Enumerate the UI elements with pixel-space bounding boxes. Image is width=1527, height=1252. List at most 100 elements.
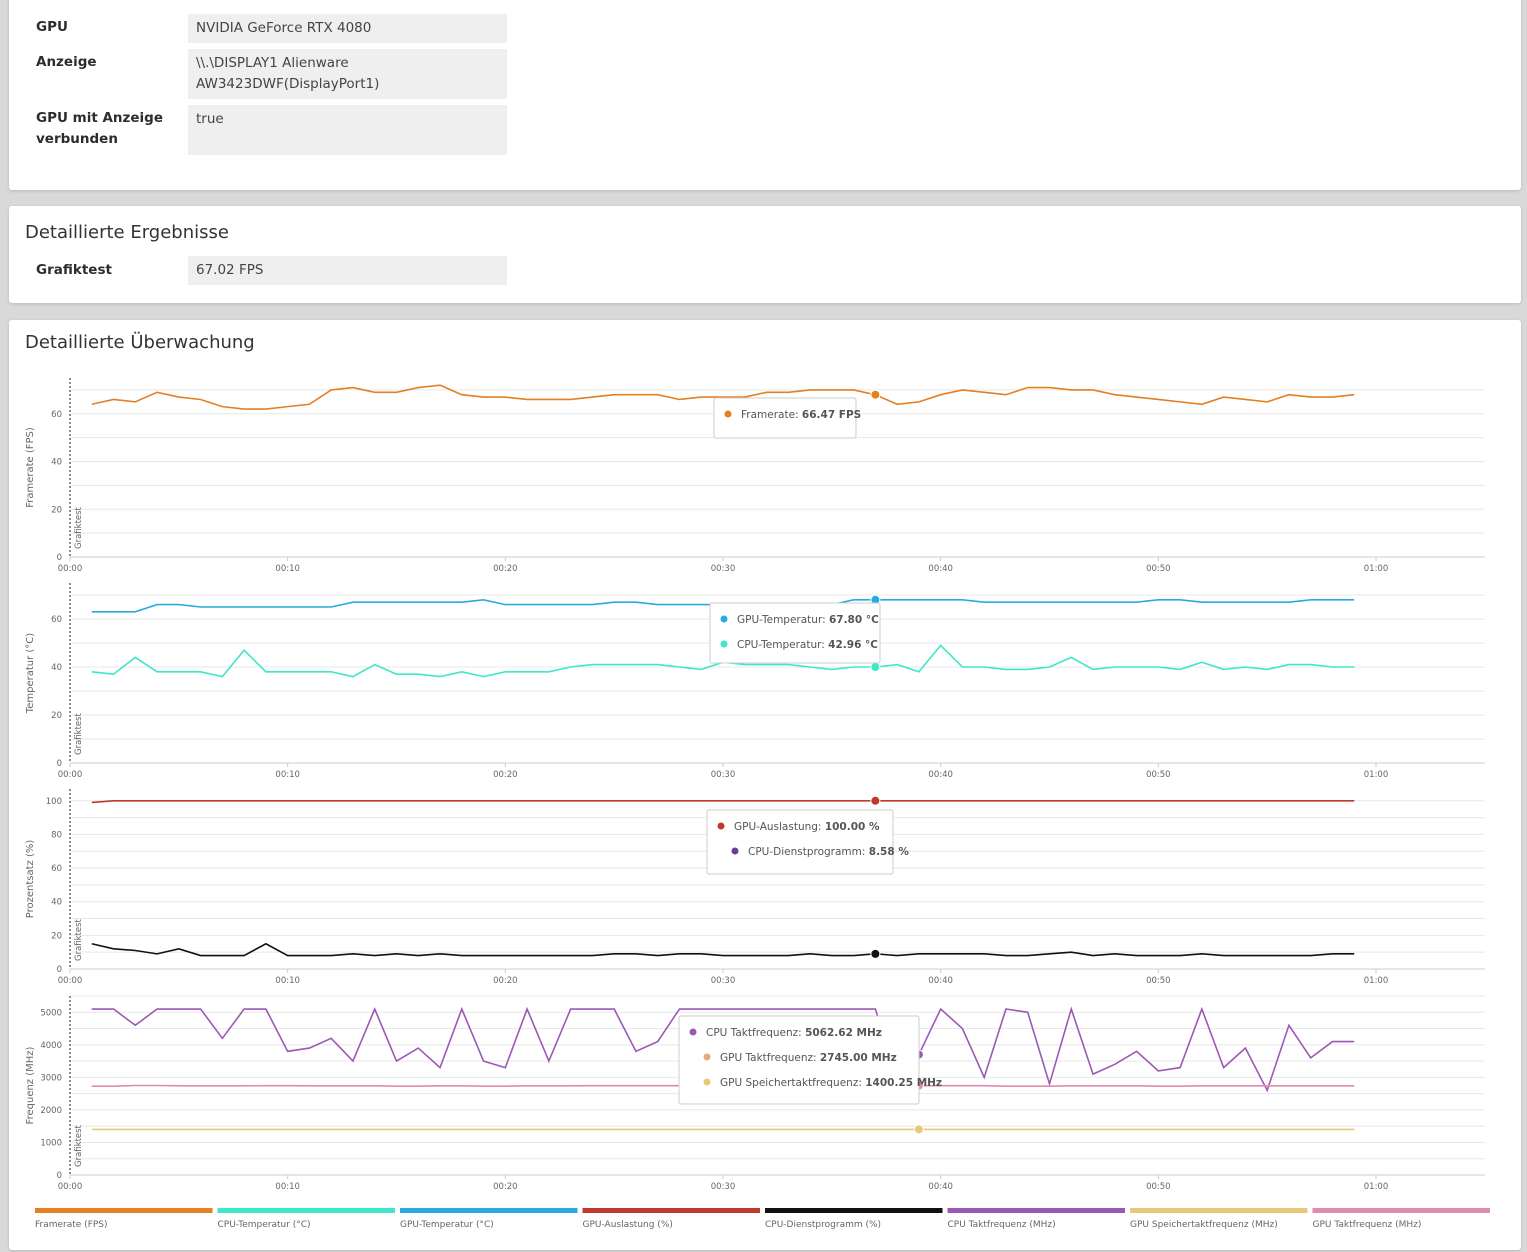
results-title: Detaillierte Ergebnisse: [25, 222, 229, 243]
legend-item[interactable]: CPU-Temperatur (°C): [217, 1208, 396, 1230]
x-tick-label: 00:30: [711, 1182, 736, 1192]
x-tick-label: 00:10: [275, 976, 300, 986]
y-tick-label: 20: [51, 505, 62, 515]
legend-label: CPU Taktfrequenz (MHz): [948, 1220, 1056, 1230]
x-tick-label: 00:40: [928, 564, 953, 574]
tooltip-box: [713, 397, 857, 439]
x-tick-label: 00:10: [275, 564, 300, 574]
legend-item[interactable]: GPU-Temperatur (°C): [400, 1208, 578, 1230]
graphics-test-label: Grafiktest: [36, 262, 112, 278]
legend-item[interactable]: CPU-Dienstprogramm (%): [765, 1208, 943, 1230]
gpu-value: NVIDIA GeForce RTX 4080: [188, 14, 507, 43]
legend-swatch: [1130, 1208, 1308, 1213]
legend-label: CPU-Temperatur (°C): [218, 1220, 311, 1230]
y-axis-label: Framerate (FPS): [25, 427, 36, 508]
tooltip-dot: [724, 410, 732, 418]
x-tick-label: 00:30: [711, 976, 736, 986]
x-tick-label: 00:20: [493, 564, 518, 574]
x-tick-label: 00:40: [928, 976, 953, 986]
tooltip-value: 100.00 %: [825, 821, 880, 833]
legend: Framerate (FPS) CPU-Temperatur (°C) GPU-Te…: [35, 1208, 1490, 1230]
x-tick-label: 00:40: [928, 1182, 953, 1192]
y-tick-label: 4000: [40, 1041, 62, 1051]
legend-swatch: [35, 1208, 213, 1213]
tooltip-dot: [720, 640, 728, 648]
x-tick-label: 00:20: [493, 976, 518, 986]
x-tick-label: 01:00: [1364, 1182, 1389, 1192]
tooltip-dot: [703, 1053, 711, 1061]
hover-point: [870, 662, 881, 672]
x-tick-label: 00:50: [1146, 770, 1171, 780]
legend-swatch: [217, 1208, 395, 1213]
legend-swatch: [582, 1208, 760, 1213]
tooltip-label: GPU Speichertaktfrequenz: 1400.25 MHz: [720, 1077, 942, 1089]
legend-item[interactable]: CPU Taktfrequenz (MHz): [947, 1208, 1126, 1230]
x-tick-label: 00:50: [1146, 976, 1171, 986]
display-label: Anzeige: [36, 54, 97, 70]
tooltip: CPU Taktfrequenz: 5062.62 MHz GPU Taktfre…: [678, 1015, 942, 1105]
tooltip-dot: [703, 1078, 711, 1086]
test-marker-label: Grafiktest: [74, 712, 84, 755]
x-tick-label: 00:10: [275, 1182, 300, 1192]
tooltip-value: 67.80 °C: [829, 614, 879, 626]
tooltip: GPU-Temperatur: 67.80 °C CPU-Temperatur: …: [709, 602, 881, 664]
y-tick-label: 0: [57, 1171, 62, 1181]
tooltip-dot: [717, 822, 725, 830]
tooltip-box: [706, 809, 894, 875]
tooltip-dot: [720, 615, 728, 623]
legend-label: GPU Taktfrequenz (MHz): [1313, 1220, 1422, 1230]
x-tick-label: 00:30: [711, 770, 736, 780]
x-tick-label: 00:00: [58, 976, 83, 986]
tooltip: GPU-Auslastung: 100.00 % CPU-Dienstprogra…: [706, 809, 910, 875]
system-info-card: GPU NVIDIA GeForce RTX 4080 Anzeige \\.\…: [9, 0, 1521, 190]
legend-swatch: [765, 1208, 943, 1213]
legend-label: GPU Speichertaktfrequenz (MHz): [1130, 1220, 1278, 1230]
tooltip-value: 5062.62 MHz: [805, 1027, 882, 1039]
x-tick-label: 00:00: [58, 564, 83, 574]
y-tick-label: 80: [51, 830, 62, 840]
legend-item[interactable]: GPU Taktfrequenz (MHz): [1312, 1208, 1491, 1230]
legend-item[interactable]: Framerate (FPS): [35, 1208, 213, 1230]
legend-label: GPU-Auslastung (%): [583, 1220, 673, 1230]
legend-swatch: [400, 1208, 578, 1213]
gpu-label: GPU: [36, 19, 68, 35]
chart-panel-2: 0 20 40 60 80 100 00:00 00:10 00:20 00:30 00:40 00:…: [25, 789, 1485, 986]
tooltip-value: 66.47 FPS: [802, 409, 861, 421]
tooltip-box: [709, 602, 881, 664]
y-tick-label: 5000: [40, 1008, 62, 1018]
legend-item[interactable]: GPU-Auslastung (%): [582, 1208, 761, 1230]
y-tick-label: 60: [51, 410, 62, 420]
y-tick-label: 40: [51, 898, 62, 908]
y-tick-label: 20: [51, 711, 62, 721]
x-tick-label: 01:00: [1364, 564, 1389, 574]
y-tick-label: 60: [51, 615, 62, 625]
legend-label: CPU-Dienstprogramm (%): [765, 1220, 881, 1230]
tooltip-label: GPU-Auslastung: 100.00 %: [734, 821, 880, 833]
y-tick-label: 0: [57, 759, 62, 769]
legend-swatch: [947, 1208, 1125, 1213]
tooltip-value: 1400.25 MHz: [865, 1077, 942, 1089]
y-tick-label: 0: [57, 965, 62, 975]
x-tick-label: 00:50: [1146, 1182, 1171, 1192]
tooltip-value: 8.58 %: [869, 846, 910, 858]
graphics-test-value: 67.02 FPS: [188, 256, 507, 285]
tooltip-label: Framerate: 66.47 FPS: [741, 409, 861, 421]
hover-point: [913, 1124, 924, 1135]
legend-label: GPU-Temperatur (°C): [400, 1220, 494, 1230]
legend-swatch: [1312, 1208, 1490, 1213]
chart-panel-1: 0 20 40 60 00:00 00:10 00:20 00:30 00:40 00:50 01:…: [25, 583, 1485, 780]
legend-item[interactable]: GPU Speichertaktfrequenz (MHz): [1130, 1208, 1308, 1230]
hover-point: [870, 948, 881, 959]
test-marker-label: Grafiktest: [74, 918, 84, 961]
tooltip-dot: [689, 1028, 697, 1036]
y-tick-label: 0: [57, 553, 62, 563]
series-line-2-1: [91, 942, 1355, 957]
x-tick-label: 01:00: [1364, 770, 1389, 780]
y-tick-label: 2000: [40, 1106, 62, 1116]
hover-point: [870, 389, 881, 400]
x-tick-label: 00:10: [275, 770, 300, 780]
chart-panel-0: 0 20 40 60 00:00 00:10 00:20 00:30 00:40 00:50 01:…: [25, 378, 1485, 574]
tooltip-dot: [731, 847, 739, 855]
series-line-0-0: [91, 384, 1355, 410]
